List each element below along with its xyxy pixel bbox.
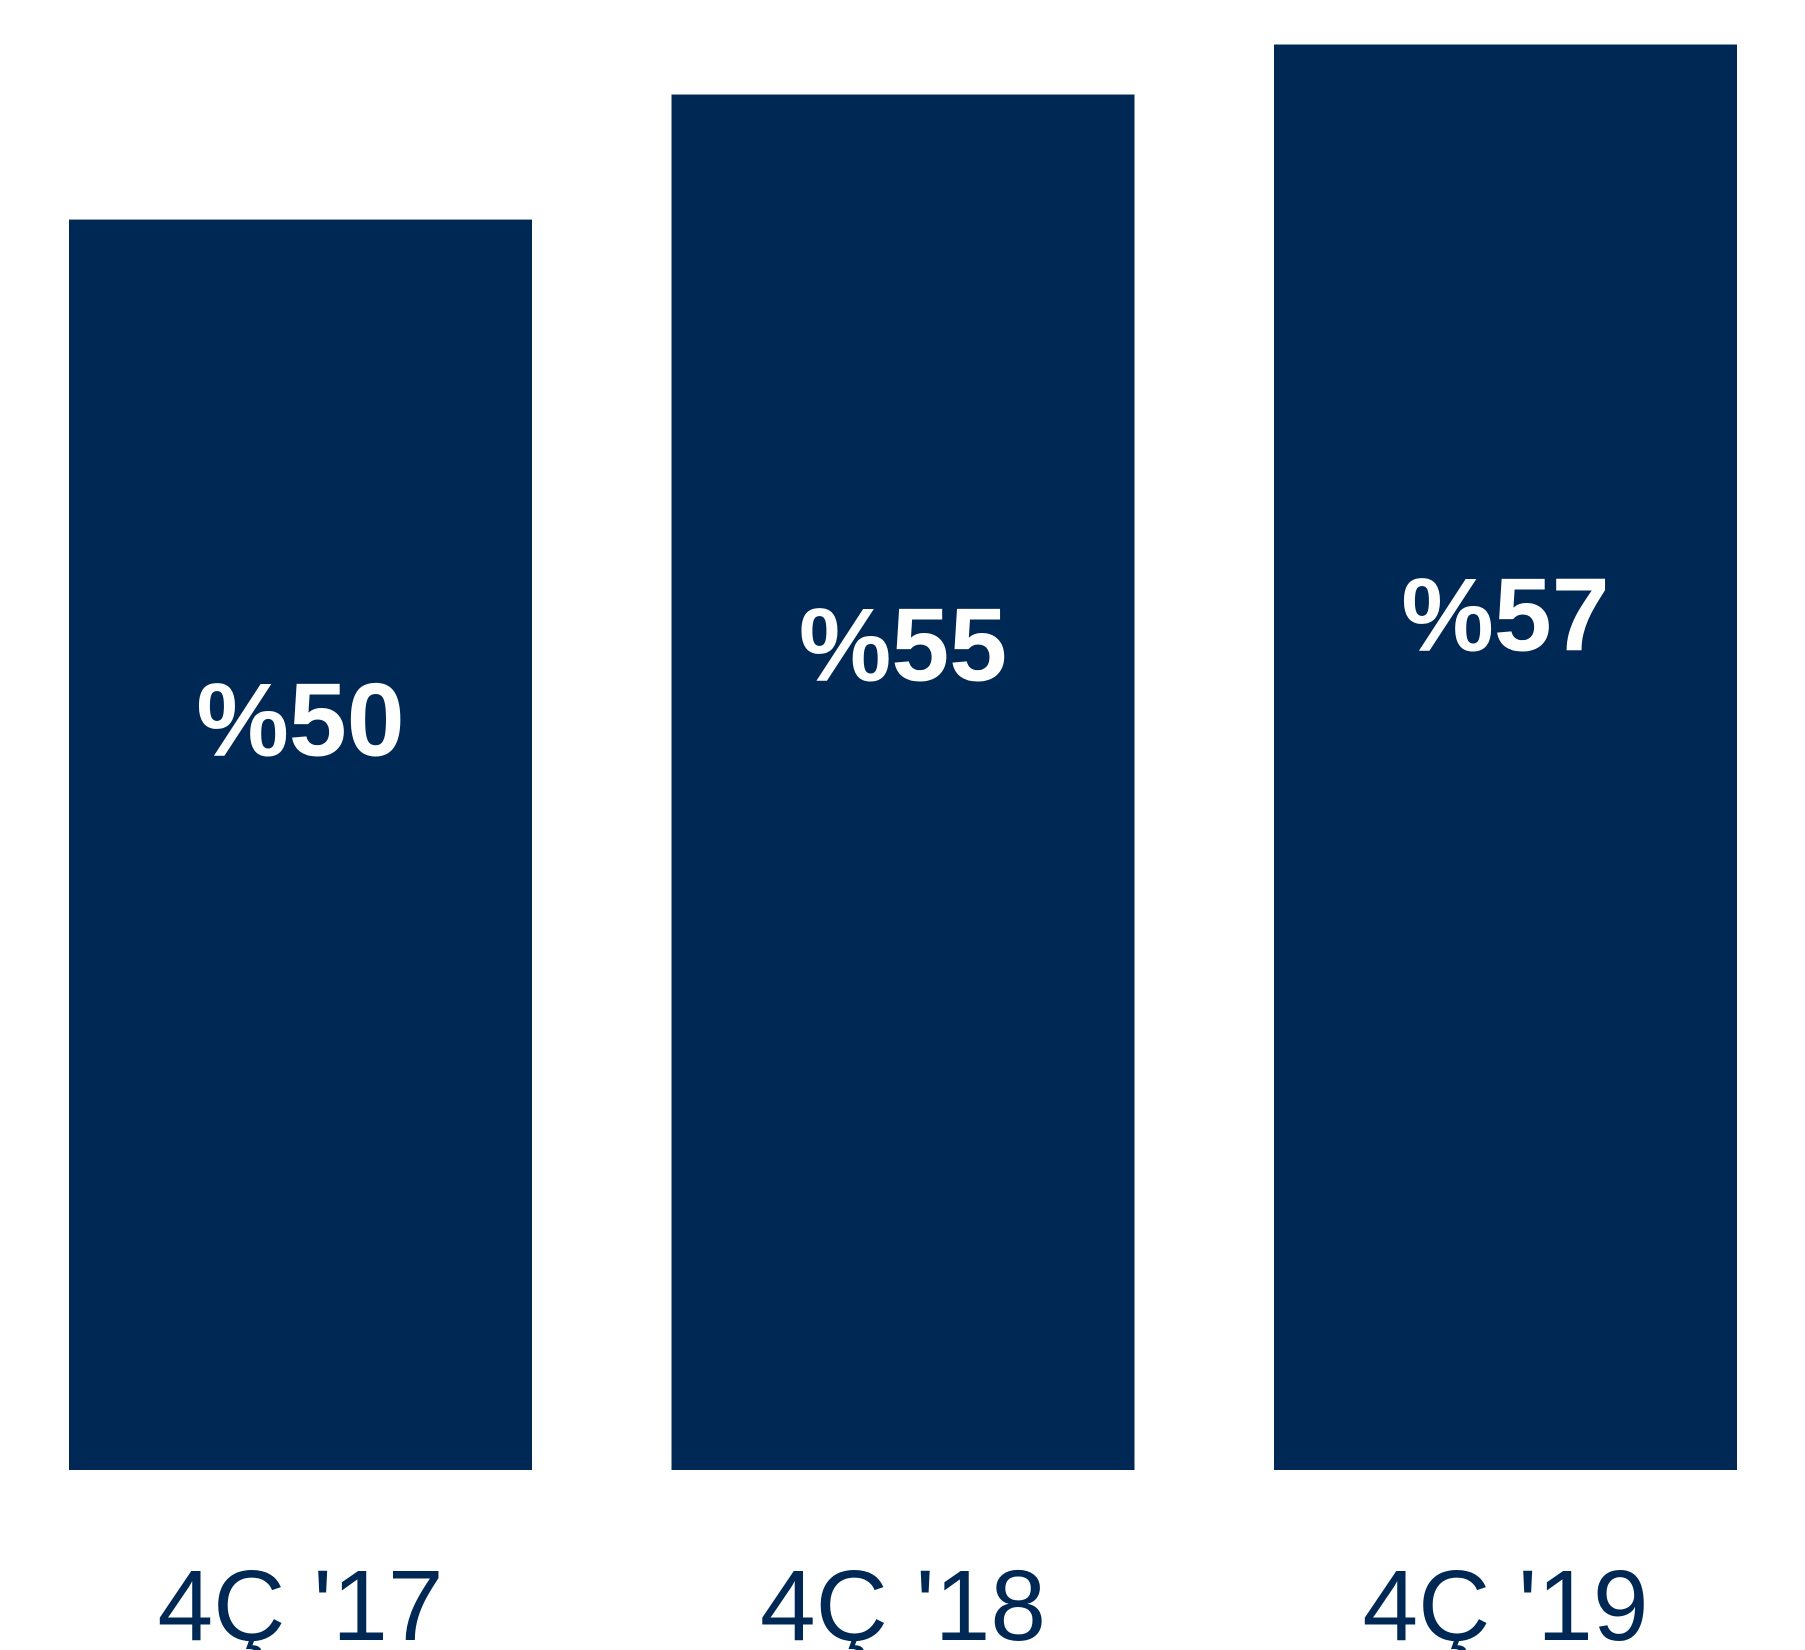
bar-value-label-1: %50 — [196, 663, 404, 779]
bar-value-label-2: %55 — [799, 588, 1007, 704]
bar-value-label-3: %57 — [1401, 558, 1609, 674]
bars-group — [69, 44, 1737, 1471]
x-tick-label-3: 4Ç '19 — [1363, 1550, 1649, 1650]
x-tick-label-2: 4Ç '18 — [760, 1550, 1046, 1650]
bar-3 — [1274, 44, 1737, 1470]
x-tick-label-1: 4Ç '17 — [158, 1550, 444, 1650]
bar-2 — [671, 94, 1135, 1471]
value-labels-group: %50 %55 %57 — [196, 558, 1609, 779]
bar-1 — [69, 219, 532, 1470]
x-tick-labels-group: 4Ç '17 4Ç '18 4Ç '19 — [158, 1550, 1649, 1650]
